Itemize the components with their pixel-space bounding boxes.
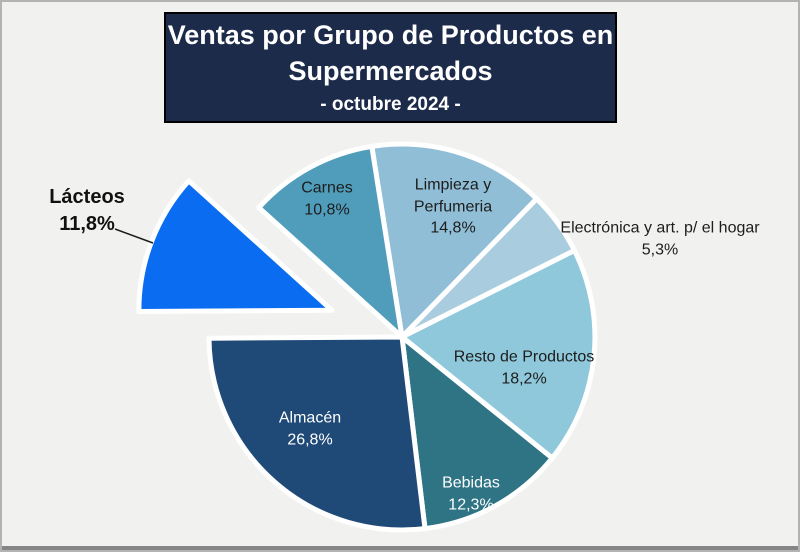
slice-label-bebidas: Bebidas 12,3% — [442, 472, 500, 515]
pie-slice-bebidas — [399, 334, 555, 532]
slice-label-lacteos: Lácteos 11,8% — [49, 184, 125, 238]
pie-slice-limpieza — [369, 141, 540, 340]
slice-label-line: Electrónica y art. p/ el hogar — [560, 219, 760, 237]
slice-label-line: 14,8% — [430, 219, 476, 237]
chart-title-line1: Ventas por Grupo de Productos en — [167, 19, 614, 50]
slice-label-electronica: Electrónica y art. p/ el hogar 5,3% — [560, 217, 759, 260]
slice-label-line: Bebidas — [442, 474, 500, 492]
slice-label-resto: Resto de Productos 18,2% — [454, 346, 595, 389]
slice-label-line: 12,3% — [448, 496, 494, 513]
slice-label-line: 5,3% — [641, 241, 679, 258]
slice-label-line: Perfumeria — [413, 198, 493, 216]
slice-label-line: 11,8% — [59, 213, 115, 235]
slice-label-line: Limpieza y — [414, 176, 492, 194]
pie-slice-carnes — [256, 143, 405, 340]
slice-label-limpieza: Limpieza y Perfumeria 14,8% — [414, 175, 492, 240]
chart-title-line2: Supermercados — [288, 55, 493, 86]
slice-label-line: 26,8% — [287, 431, 333, 448]
slice-label-line: Resto de Productos — [453, 348, 595, 366]
slide-bottom-rule — [2, 546, 798, 550]
slice-label-line: Lácteos — [49, 186, 125, 208]
slice-label-almacen: Almacén 26,8% — [279, 407, 341, 450]
pie-slice-lacteos — [136, 178, 335, 314]
lacteos-leader-line — [114, 228, 154, 244]
slice-label-line: Carnes — [301, 179, 353, 197]
chart-subtitle: - octubre 2024 - — [320, 93, 461, 115]
slice-label-line: Almacén — [278, 409, 342, 427]
pie-slice-almacen — [206, 334, 428, 533]
chart-title-box: Ventas por Grupo de Productos en Superme… — [164, 12, 617, 123]
slice-label-line: 18,2% — [501, 370, 547, 387]
slice-label-line: 10,8% — [304, 201, 350, 218]
slice-label-carnes: Carnes 10,8% — [301, 177, 353, 220]
pie-slice-resto — [399, 248, 598, 461]
